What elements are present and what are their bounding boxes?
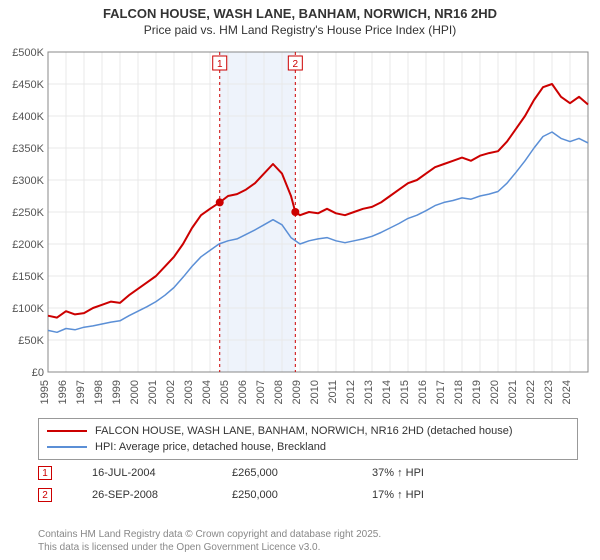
svg-text:2004: 2004 xyxy=(201,380,213,404)
svg-text:1998: 1998 xyxy=(93,380,105,404)
marker-pct-2: 17% ↑ HPI xyxy=(372,489,512,501)
marker-date-2: 26-SEP-2008 xyxy=(92,489,232,501)
legend-row-hpi: HPI: Average price, detached house, Brec… xyxy=(47,439,569,455)
marker-row-1: 1 16-JUL-2004 £265,000 37% ↑ HPI xyxy=(38,466,578,480)
svg-text:£400K: £400K xyxy=(12,111,44,123)
svg-text:£50K: £50K xyxy=(18,335,44,347)
svg-text:£350K: £350K xyxy=(12,143,44,155)
title-line2: Price paid vs. HM Land Registry's House … xyxy=(0,23,600,37)
svg-text:£500K: £500K xyxy=(12,48,44,59)
svg-text:£250K: £250K xyxy=(12,207,44,219)
legend-swatch-hpi xyxy=(47,446,87,448)
svg-text:2023: 2023 xyxy=(543,380,555,404)
svg-text:1995: 1995 xyxy=(39,380,51,404)
marker-date-1: 16-JUL-2004 xyxy=(92,467,232,479)
title-line1: FALCON HOUSE, WASH LANE, BANHAM, NORWICH… xyxy=(0,6,600,21)
svg-text:2024: 2024 xyxy=(561,380,573,404)
svg-text:2008: 2008 xyxy=(273,380,285,404)
svg-text:2006: 2006 xyxy=(237,380,249,404)
marker-price-2: £250,000 xyxy=(232,489,372,501)
svg-text:£300K: £300K xyxy=(12,175,44,187)
chart-area: £0 £50K £100K £150K £200K £250K £300K £350K £400… xyxy=(8,48,592,408)
svg-text:£0: £0 xyxy=(32,367,44,379)
svg-text:£200K: £200K xyxy=(12,239,44,251)
svg-text:2011: 2011 xyxy=(327,380,339,404)
marker-row-2: 2 26-SEP-2008 £250,000 17% ↑ HPI xyxy=(38,488,578,502)
svg-text:1997: 1997 xyxy=(75,380,87,404)
footer-line1: Contains HM Land Registry data © Crown c… xyxy=(38,528,578,541)
marker-price-1: £265,000 xyxy=(232,467,372,479)
svg-text:2010: 2010 xyxy=(309,380,321,404)
svg-text:2009: 2009 xyxy=(291,380,303,404)
svg-text:2016: 2016 xyxy=(417,380,429,404)
svg-text:2019: 2019 xyxy=(471,380,483,404)
svg-text:1996: 1996 xyxy=(57,380,69,404)
svg-text:2018: 2018 xyxy=(453,380,465,404)
svg-text:2003: 2003 xyxy=(183,380,195,404)
svg-text:2022: 2022 xyxy=(525,380,537,404)
svg-text:2007: 2007 xyxy=(255,380,267,404)
svg-text:2: 2 xyxy=(293,59,299,70)
svg-text:2017: 2017 xyxy=(435,380,447,404)
svg-text:2021: 2021 xyxy=(507,380,519,404)
legend-label-hpi: HPI: Average price, detached house, Brec… xyxy=(95,439,326,455)
svg-text:2001: 2001 xyxy=(147,380,159,404)
line-chart-svg: £0 £50K £100K £150K £200K £250K £300K £350K £400… xyxy=(8,48,592,408)
svg-text:£100K: £100K xyxy=(12,303,44,315)
legend-label-price: FALCON HOUSE, WASH LANE, BANHAM, NORWICH… xyxy=(95,423,513,439)
chart-container: FALCON HOUSE, WASH LANE, BANHAM, NORWICH… xyxy=(0,0,600,560)
svg-text:1: 1 xyxy=(217,59,223,70)
marker-pct-1: 37% ↑ HPI xyxy=(372,467,512,479)
svg-text:2012: 2012 xyxy=(345,380,357,404)
marker-badge-1: 1 xyxy=(38,466,52,480)
svg-text:2000: 2000 xyxy=(129,380,141,404)
svg-text:1999: 1999 xyxy=(111,380,123,404)
svg-text:2015: 2015 xyxy=(399,380,411,404)
svg-text:2014: 2014 xyxy=(381,380,393,404)
legend: FALCON HOUSE, WASH LANE, BANHAM, NORWICH… xyxy=(38,418,578,460)
svg-text:2002: 2002 xyxy=(165,380,177,404)
svg-text:2005: 2005 xyxy=(219,380,231,404)
svg-text:2020: 2020 xyxy=(489,380,501,404)
legend-swatch-price xyxy=(47,430,87,432)
legend-row-price: FALCON HOUSE, WASH LANE, BANHAM, NORWICH… xyxy=(47,423,569,439)
title-block: FALCON HOUSE, WASH LANE, BANHAM, NORWICH… xyxy=(0,0,600,37)
svg-text:2013: 2013 xyxy=(363,380,375,404)
marker-table: 1 16-JUL-2004 £265,000 37% ↑ HPI 2 26-SE… xyxy=(38,458,578,502)
svg-text:£150K: £150K xyxy=(12,271,44,283)
footer-line2: This data is licensed under the Open Gov… xyxy=(38,541,578,554)
svg-text:£450K: £450K xyxy=(12,79,44,91)
marker-badge-2: 2 xyxy=(38,488,52,502)
footer: Contains HM Land Registry data © Crown c… xyxy=(38,528,578,554)
